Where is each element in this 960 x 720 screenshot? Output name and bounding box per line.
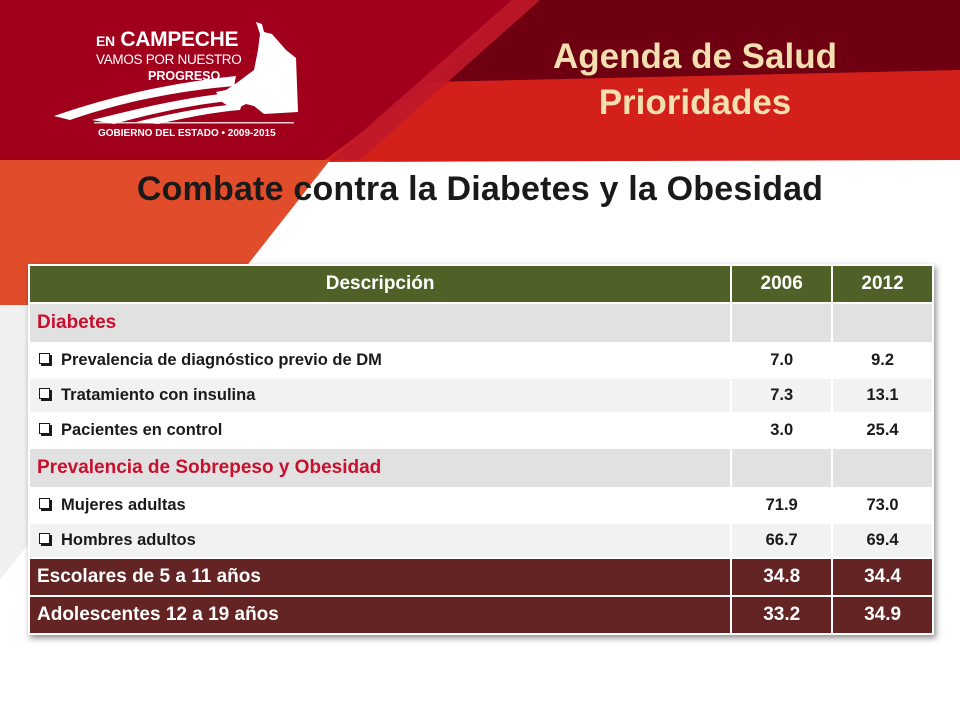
summary-row: Adolescentes 12 a 19 años 33.2 34.9 <box>27 595 934 635</box>
empty-cell <box>831 302 934 344</box>
row-label-cell: Tratamiento con insulina <box>27 377 733 414</box>
value-2012: 34.9 <box>831 595 934 635</box>
row-label: Tratamiento con insulina <box>61 386 256 404</box>
empty-cell <box>730 302 834 344</box>
summary-row: Escolares de 5 a 11 años 34.8 34.4 <box>27 557 934 597</box>
section-row-overweight-obesity: Prevalencia de Sobrepeso y Obesidad <box>27 447 934 489</box>
section-label: Prevalencia de Sobrepeso y Obesidad <box>27 447 733 489</box>
row-label-cell: Mujeres adultas <box>27 487 733 524</box>
table-row: Hombres adultos 66.7 69.4 <box>27 522 934 559</box>
header-title-line1: Agenda de Salud <box>553 37 837 76</box>
value-2006: 33.2 <box>730 595 834 635</box>
table-row: Mujeres adultas 71.9 73.0 <box>27 487 934 524</box>
header-title: Agenda de Salud Prioridades <box>470 34 920 126</box>
logo-footer: GOBIERNO DEL ESTADO • 2009-2015 <box>98 128 276 139</box>
value-2012: 25.4 <box>831 412 934 449</box>
logo-motto: PROGRESO <box>148 69 221 83</box>
checkbox-bullet-icon <box>39 533 50 545</box>
value-2006: 7.3 <box>730 377 834 414</box>
row-label: Pacientes en control <box>61 421 223 439</box>
value-2006: 7.0 <box>730 342 834 379</box>
table-row: Tratamiento con insulina 7.3 13.1 <box>27 377 934 414</box>
value-2012: 9.2 <box>831 342 934 379</box>
checkbox-bullet-icon <box>39 388 50 400</box>
value-2012: 69.4 <box>831 522 934 559</box>
value-2012: 34.4 <box>831 557 934 597</box>
row-label-cell: Prevalencia de diagnóstico previo de DM <box>27 342 733 379</box>
logo-title: EN CAMPECHE <box>96 28 239 51</box>
summary-label: Adolescentes 12 a 19 años <box>27 595 733 635</box>
row-label: Mujeres adultas <box>61 496 186 514</box>
header-title-line2: Prioridades <box>598 83 792 122</box>
row-label-cell: Pacientes en control <box>27 412 733 449</box>
checkbox-bullet-icon <box>39 498 50 510</box>
checkbox-bullet-icon <box>39 353 50 365</box>
column-header-2012: 2012 <box>831 264 934 304</box>
section-row-diabetes: Diabetes <box>27 302 934 344</box>
row-label: Prevalencia de diagnóstico previo de DM <box>61 351 382 369</box>
empty-cell <box>831 447 934 489</box>
value-2012: 73.0 <box>831 487 934 524</box>
table-row: Prevalencia de diagnóstico previo de DM … <box>27 342 934 379</box>
value-2006: 3.0 <box>730 412 834 449</box>
campeche-state-silhouette-icon <box>54 22 298 124</box>
row-label: Hombres adultos <box>61 531 196 549</box>
health-priorities-table: Descripción 2006 2012 Diabetes Prevalenc… <box>27 264 934 635</box>
logo-subtitle: VAMOS POR NUESTRO <box>96 52 242 67</box>
value-2006: 71.9 <box>730 487 834 524</box>
checkbox-bullet-icon <box>39 423 50 435</box>
table-row: Pacientes en control 3.0 25.4 <box>27 412 934 449</box>
value-2006: 34.8 <box>730 557 834 597</box>
value-2012: 13.1 <box>831 377 934 414</box>
row-label-cell: Hombres adultos <box>27 522 733 559</box>
table-header-row: Descripción 2006 2012 <box>27 264 934 304</box>
column-header-description: Descripción <box>27 264 733 304</box>
government-logo: EN CAMPECHE VAMOS POR NUESTRO PROGRESO G… <box>50 20 310 150</box>
section-label: Diabetes <box>27 302 733 344</box>
page-title: Combate contra la Diabetes y la Obesidad <box>136 170 824 208</box>
column-header-2006: 2006 <box>730 264 834 304</box>
empty-cell <box>730 447 834 489</box>
value-2006: 66.7 <box>730 522 834 559</box>
summary-label: Escolares de 5 a 11 años <box>27 557 733 597</box>
